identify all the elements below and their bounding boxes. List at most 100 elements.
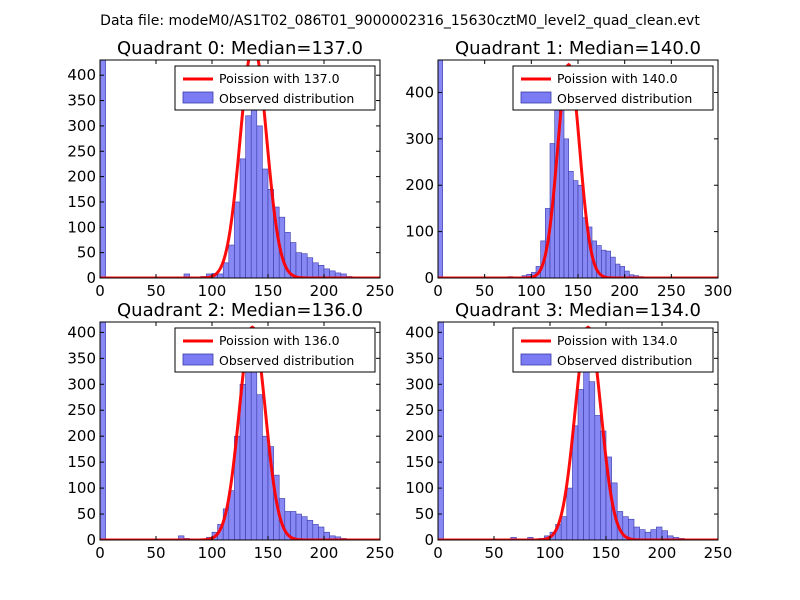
- y-tick-label: 300: [67, 375, 96, 393]
- x-tick-label: 200: [610, 282, 639, 300]
- histogram-bar: [295, 252, 302, 278]
- histogram-bar: [301, 253, 308, 278]
- y-tick-label: 50: [77, 505, 96, 523]
- histogram-bar: [100, 60, 106, 278]
- x-tick-label: 200: [310, 282, 339, 300]
- quadrant-0-plot-area: [100, 60, 380, 278]
- y-tick-label: 200: [405, 427, 434, 445]
- histogram-bar: [245, 115, 252, 278]
- histogram-bar: [588, 381, 596, 540]
- y-tick-label: 0: [86, 269, 96, 287]
- y-tick-label: 350: [405, 349, 434, 367]
- legend-entry-poisson: Poission with 140.0: [557, 71, 678, 86]
- x-tick-label: 0: [433, 544, 443, 562]
- x-tick-label: 100: [198, 544, 227, 562]
- x-tick-label: 200: [648, 544, 677, 562]
- histogram-bar: [318, 526, 325, 540]
- poisson-curve: [438, 62, 718, 278]
- quadrant-3-chart: 0 50 100 150 200 250 0 50 100 150 200 250 300 350 400 Q…: [405, 300, 732, 562]
- x-tick-label: 250: [366, 282, 395, 300]
- y-tick-label: 400: [405, 323, 434, 341]
- poisson-curve: [438, 325, 718, 540]
- histogram-bar: [312, 262, 319, 278]
- histogram-bar: [619, 266, 625, 278]
- legend-entry-poisson: Poission with 136.0: [219, 333, 340, 348]
- quadrant-title: Quadrant 0: Median=137.0: [117, 38, 363, 59]
- x-tick-label: 100: [198, 282, 227, 300]
- y-tick-label: 150: [67, 193, 96, 211]
- x-tick-label: 50: [146, 544, 165, 562]
- legend-bar-swatch: [520, 353, 552, 366]
- x-tick-label: 0: [95, 282, 105, 300]
- histogram-bar: [594, 415, 601, 540]
- x-tick-label: 100: [536, 544, 565, 562]
- y-tick-label: 50: [415, 505, 434, 523]
- quadrant-title: Quadrant 3: Median=134.0: [455, 300, 701, 321]
- histogram-bar: [250, 352, 258, 540]
- quadrant-3-plot-area: [438, 322, 718, 540]
- histogram-bar: [661, 530, 668, 540]
- quadrant-title: Quadrant 2: Median=136.0: [117, 300, 363, 321]
- histogram-bar: [318, 265, 325, 278]
- histogram-bar: [295, 513, 302, 540]
- y-tick-label: 400: [67, 323, 96, 341]
- legend: Poission with 136.0 Observed distribution: [174, 327, 376, 373]
- x-tick-label: 150: [254, 282, 283, 300]
- histogram-bar: [250, 105, 258, 278]
- histogram-bar: [306, 257, 314, 278]
- histogram-bar: [577, 184, 583, 278]
- y-tick-label: 200: [67, 427, 96, 445]
- quadrant-2-chart: 0 50 100 150 200 250 0 50 100 150 200 250 300 350 400 Q…: [67, 300, 394, 562]
- y-tick-label: 150: [405, 453, 434, 471]
- legend: Poission with 140.0 Observed distribution: [512, 65, 714, 111]
- histogram-bar: [262, 168, 269, 278]
- x-tick-label: 0: [433, 282, 443, 300]
- y-tick-label: 150: [67, 453, 96, 471]
- histogram-bar: [438, 60, 443, 278]
- y-tick-label: 100: [405, 223, 434, 241]
- legend-entry-observed: Observed distribution: [219, 91, 354, 106]
- histogram-bar: [650, 529, 657, 540]
- histogram-bar: [577, 389, 584, 540]
- histogram-bar: [301, 516, 308, 540]
- histogram-bar: [438, 322, 444, 540]
- quadrant-1-chart: 0 50 100 150 200 250 300 0 100 200 300 400 Quadrant …: [405, 38, 732, 300]
- histogram-bar: [239, 158, 246, 278]
- y-tick-label: 0: [424, 269, 434, 287]
- histogram-bar: [610, 256, 616, 278]
- x-tick-label: 150: [592, 544, 621, 562]
- x-tick-label: 150: [564, 282, 593, 300]
- histogram-bar: [560, 516, 568, 540]
- y-tick-label: 0: [86, 531, 96, 549]
- x-tick-label: 50: [146, 282, 165, 300]
- histogram-bar: [568, 171, 574, 278]
- axes-frame: [437, 321, 719, 541]
- histogram-bar: [583, 363, 590, 540]
- x-tick-label: 300: [704, 282, 733, 300]
- y-tick-label: 100: [67, 218, 96, 236]
- axes-frame: [99, 59, 381, 279]
- histogram-bar: [228, 244, 235, 278]
- x-tick-label: 50: [475, 282, 494, 300]
- y-tick-label: 300: [405, 375, 434, 393]
- histogram-bar: [234, 201, 241, 278]
- poisson-curve: [100, 60, 380, 278]
- y-tick-label: 250: [67, 142, 96, 160]
- legend-bar-swatch: [182, 91, 214, 104]
- histogram-bar: [573, 180, 579, 278]
- quadrant-0-chart: 0 50 100 150 200 250 0 50 100 150 200 250 300 350 400 Q…: [67, 38, 394, 300]
- quadrant-2-plot-area: [100, 322, 380, 540]
- y-tick-label: 250: [405, 401, 434, 419]
- legend-bar-swatch: [182, 353, 214, 366]
- histogram-bar: [256, 394, 263, 540]
- histogram-bar: [605, 250, 611, 278]
- y-tick-label: 0: [424, 531, 434, 549]
- histogram-bar: [563, 138, 569, 278]
- x-tick-label: 250: [704, 544, 733, 562]
- y-tick-label: 100: [67, 479, 96, 497]
- histogram-bar: [100, 322, 106, 540]
- legend-bar-swatch: [520, 91, 552, 104]
- legend-entry-poisson: Poission with 137.0: [219, 71, 340, 86]
- quadrant-title: Quadrant 1: Median=140.0: [455, 38, 701, 59]
